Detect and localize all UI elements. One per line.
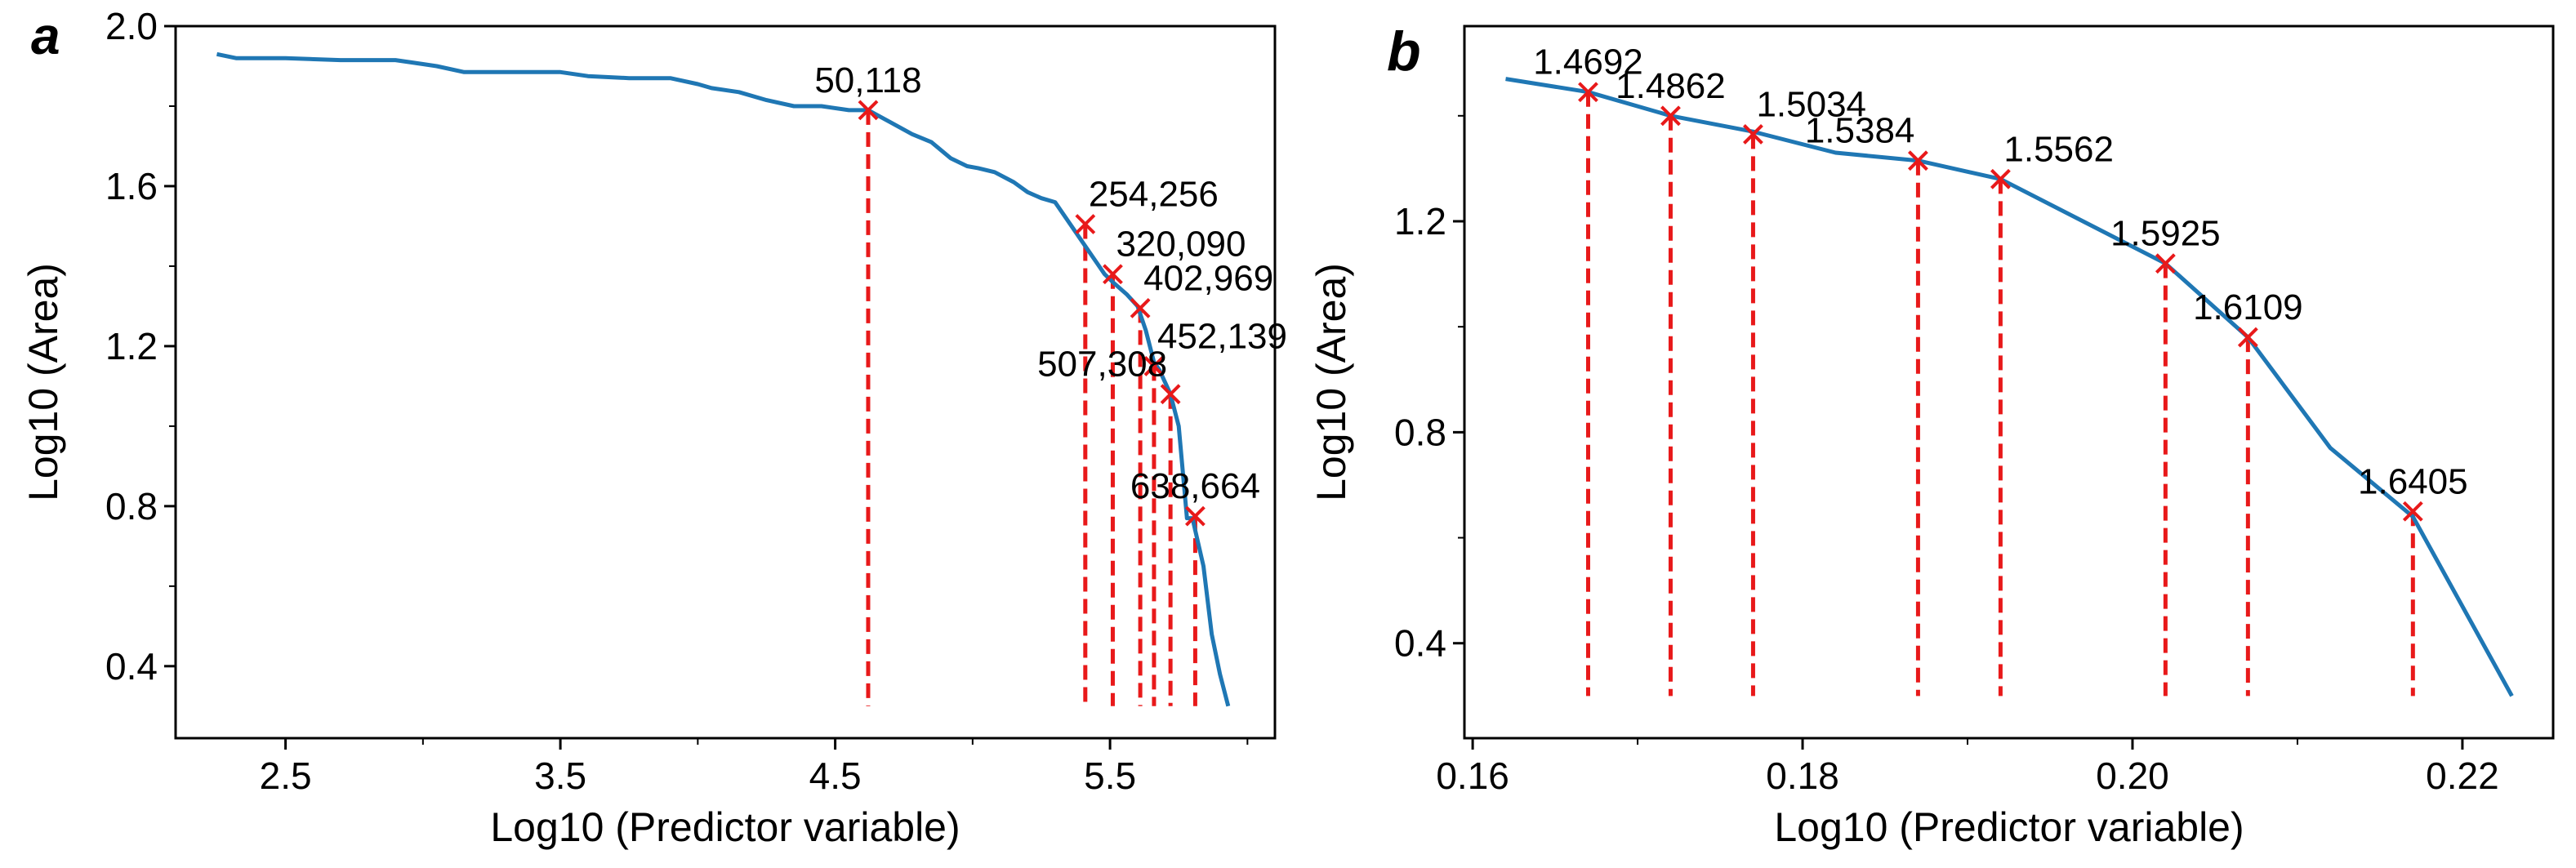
- panel-b-y-tick-label: 0.8: [1394, 411, 1446, 453]
- panel-a-marker-label: 254,256: [1089, 174, 1219, 214]
- panel-a-marker: [1130, 297, 1151, 318]
- panel-b-marker-label: 1.5384: [1805, 111, 1915, 151]
- panel-a-marker: [1185, 505, 1206, 527]
- panel-a: a 2.5 3.5 4.5 5.5 0.4 0.8 1.2 1.6 2.0 50,118 254,2…: [20, 5, 1287, 850]
- panel-a-marker-label: 402,969: [1143, 258, 1273, 298]
- panel-a-x-tick-label: 2.5: [260, 754, 312, 797]
- panel-b-marker-label: 1.5562: [2003, 129, 2114, 169]
- panel-a-marker-label: 452,139: [1157, 316, 1287, 356]
- panel-a-marker: [858, 100, 879, 121]
- panel-b-y-axis-label: Log10 (Area): [1308, 263, 1354, 501]
- panel-b-marker-stroke: [1908, 150, 1928, 171]
- panel-b-x-tick-label: 0.20: [2096, 754, 2169, 797]
- panel-b-marker: [2402, 501, 2423, 522]
- panel-a-y-tick-label: 0.4: [105, 645, 158, 688]
- panel-a-x-tick-label: 4.5: [809, 754, 862, 797]
- panel-a-marker-stroke: [1143, 355, 1165, 376]
- panel-b-marker-stroke: [2155, 253, 2176, 274]
- panel-a-x-tick-label: 3.5: [534, 754, 586, 797]
- panel-a-y-tick-label: 1.2: [105, 325, 158, 367]
- panel-b-marker: [2237, 327, 2258, 348]
- panel-a-marker-label: 320,090: [1116, 225, 1246, 265]
- panel-a-y-tick-label: 1.6: [105, 165, 158, 207]
- panel-a-marker-stroke: [858, 100, 879, 121]
- panel-b-label: b: [1387, 20, 1421, 82]
- panel-a-marker-stroke: [1075, 214, 1096, 234]
- panel-b-marker: [1743, 124, 1763, 145]
- panel-b-marker: [2155, 253, 2176, 274]
- panel-b-marker-label: 1.4862: [1616, 66, 1726, 106]
- panel-b-y-tick-label: 1.2: [1394, 200, 1446, 243]
- panel-b-marker-stroke: [1578, 82, 1598, 103]
- panel-a-y-axis-label: Log10 (Area): [20, 263, 66, 501]
- panel-b-marker-stroke: [1743, 124, 1763, 145]
- panel-a-label: a: [31, 7, 60, 65]
- panel-b-marker-label: 1.4692: [1533, 42, 1643, 82]
- panel-a-plot: 2.5 3.5 4.5 5.5 0.4 0.8 1.2 1.6 2.0 50,118 254,256…: [105, 5, 1287, 797]
- panel-b-marker-label: 1.5925: [2110, 214, 2221, 254]
- panel-a-marker-label: 638,664: [1130, 466, 1260, 506]
- panel-b-x-axis-label: Log10 (Predictor variable): [1774, 804, 2244, 850]
- panel-b-marker-stroke: [1660, 105, 1681, 127]
- panel-b-marker-label: 1.6405: [2358, 461, 2468, 501]
- panel-b-marker-stroke: [1990, 168, 2011, 189]
- panel-b-marker-stroke: [2402, 501, 2423, 522]
- panel-a-y-tick-label: 2.0: [105, 5, 158, 47]
- panel-b-x-tick-label: 0.16: [1436, 754, 1509, 797]
- panel-b-marker: [1578, 82, 1598, 103]
- panel-a-marker-stroke: [1103, 264, 1123, 285]
- panel-b-frame: [1463, 24, 2555, 740]
- panel-a-marker: [1075, 214, 1096, 234]
- panel-b-x-tick-label: 0.22: [2426, 754, 2499, 797]
- panel-a-marker-label: 50,118: [814, 60, 921, 100]
- panel-a-marker: [1143, 355, 1165, 376]
- panel-b-y-tick-label: 0.4: [1394, 622, 1446, 665]
- panel-b-marker: [1660, 105, 1681, 127]
- panel-a-marker: [1160, 384, 1181, 405]
- panel-a-marker-stroke: [1160, 384, 1181, 405]
- panel-a-marker: [1103, 264, 1123, 285]
- panel-a-x-tick-label: 5.5: [1084, 754, 1136, 797]
- panel-a-x-axis-label: Log10 (Predictor variable): [490, 804, 960, 850]
- panel-a-marker-stroke: [1130, 297, 1151, 318]
- panel-a-y-tick-label: 0.8: [105, 485, 158, 527]
- panel-b-marker: [1908, 150, 1928, 171]
- panel-a-frame: [174, 24, 1277, 740]
- panel-b-marker: [1990, 168, 2011, 189]
- panel-b-marker-label: 1.6109: [2193, 287, 2303, 327]
- panel-b-x-tick-label: 0.18: [1766, 754, 1839, 797]
- panel-b-marker-stroke: [2237, 327, 2258, 348]
- panel-a-marker-label: 507,308: [1037, 345, 1167, 385]
- panel-a-marker-stroke: [1185, 505, 1206, 527]
- panel-b-marker-label: 1.5034: [1756, 84, 1866, 124]
